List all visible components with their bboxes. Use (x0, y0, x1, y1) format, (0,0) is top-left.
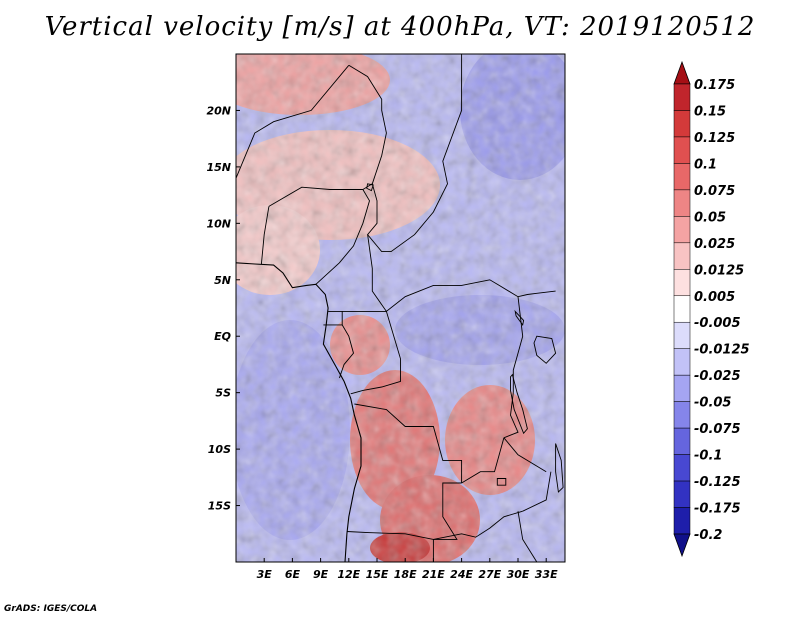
country-border (315, 183, 373, 285)
country-border (522, 471, 552, 512)
colorbar-level-label: 0.125 (694, 131, 735, 146)
colorbar-top-arrow (673, 60, 691, 85)
country-border (350, 311, 401, 395)
country-border (268, 186, 363, 207)
colorbar-swatch (673, 295, 691, 323)
lat-tick-label: 10N (206, 217, 231, 230)
colorbar-swatch (673, 189, 691, 217)
colorbar-level-label: 0.175 (694, 78, 735, 93)
colorbar-swatch (673, 136, 691, 164)
colorbar-swatch (673, 216, 691, 244)
lon-tick-label: 33E (535, 568, 558, 581)
country-border (235, 65, 350, 179)
lon-tick-label: 21E (422, 568, 445, 581)
coastline (235, 262, 362, 563)
colorbar-swatch (673, 348, 691, 376)
lat-tick-label: EQ (214, 330, 231, 343)
colorbar-swatch (673, 507, 691, 535)
country-border (346, 482, 462, 540)
colorbar-swatch (673, 83, 691, 111)
colorbar-level-label: -0.0125 (694, 343, 750, 358)
lake-outline (555, 443, 564, 493)
country-border (348, 54, 463, 253)
country-border (503, 437, 547, 473)
colorbar-level-label: -0.1 (694, 449, 722, 464)
credit-label: GrADS: IGES/COLA (4, 604, 98, 614)
colorbar-level-label: 0.1 (694, 157, 717, 172)
colorbar-level-label: 0.005 (694, 290, 735, 305)
country-border (503, 392, 519, 439)
colorbar-swatch (673, 269, 691, 297)
lon-tick-label: 18E (394, 568, 417, 581)
colorbar-level-label: -0.125 (694, 475, 741, 490)
lat-tick-label: 5N (214, 274, 231, 287)
lat-tick-label: 10S (208, 443, 231, 456)
lake-outline (496, 478, 507, 486)
colorbar-level-label: -0.025 (694, 369, 741, 384)
lon-tick-label: 30E (507, 568, 530, 581)
country-border (367, 234, 556, 313)
country-border (433, 510, 523, 540)
country-border (461, 437, 505, 484)
lat-tick-label: 20N (206, 104, 231, 117)
colorbar-swatch (673, 454, 691, 482)
colorbar-swatch (673, 427, 691, 455)
colorbar-level-label: 0.0125 (694, 263, 744, 278)
lon-tick-label: 27E (478, 568, 501, 581)
colorbar-swatch (673, 374, 691, 402)
lon-tick-label: 9E (313, 568, 329, 581)
lake-outline (514, 309, 525, 326)
colorbar-swatch (673, 321, 691, 349)
country-border (517, 511, 538, 563)
country-border (260, 206, 270, 265)
colorbar-level-label: -0.005 (694, 316, 741, 331)
lat-tick-label: 15N (206, 161, 231, 174)
colorbar-level-label: -0.075 (694, 422, 741, 437)
plot-frame (235, 53, 566, 563)
lon-tick-label: 12E (337, 568, 360, 581)
lon-tick-label: 24E (450, 568, 473, 581)
colorbar-bottom-arrow (673, 533, 691, 558)
colorbar-swatch (673, 242, 691, 270)
field-noise (236, 54, 565, 562)
lat-tick-label: 15S (208, 500, 231, 513)
colorbar-swatch (673, 401, 691, 429)
lon-tick-label: 3E (257, 568, 273, 581)
chart-title: Vertical velocity [m/s] at 400hPa, VT: 2… (44, 12, 756, 42)
colorbar-level-label: 0.025 (694, 237, 735, 252)
colorbar-level-label: 0.075 (694, 184, 735, 199)
colorbar-swatch (673, 480, 691, 508)
colorbar-level-label: -0.175 (694, 502, 741, 517)
country-border (354, 403, 463, 483)
lake-outline (533, 335, 557, 364)
country-border (338, 324, 354, 379)
lake-outline (510, 373, 528, 435)
colorbar-level-label: 0.05 (694, 210, 726, 225)
lon-tick-label: 6E (285, 568, 301, 581)
colorbar-level-label: -0.2 (694, 528, 722, 543)
lat-tick-label: 5S (215, 387, 231, 400)
colorbar-swatch (673, 110, 691, 138)
lon-tick-label: 15E (366, 568, 389, 581)
lake-outline (366, 183, 374, 192)
colorbar-level-label: -0.05 (694, 396, 731, 411)
colorbar-swatch (673, 163, 691, 191)
colorbar-level-label: 0.15 (694, 104, 726, 119)
